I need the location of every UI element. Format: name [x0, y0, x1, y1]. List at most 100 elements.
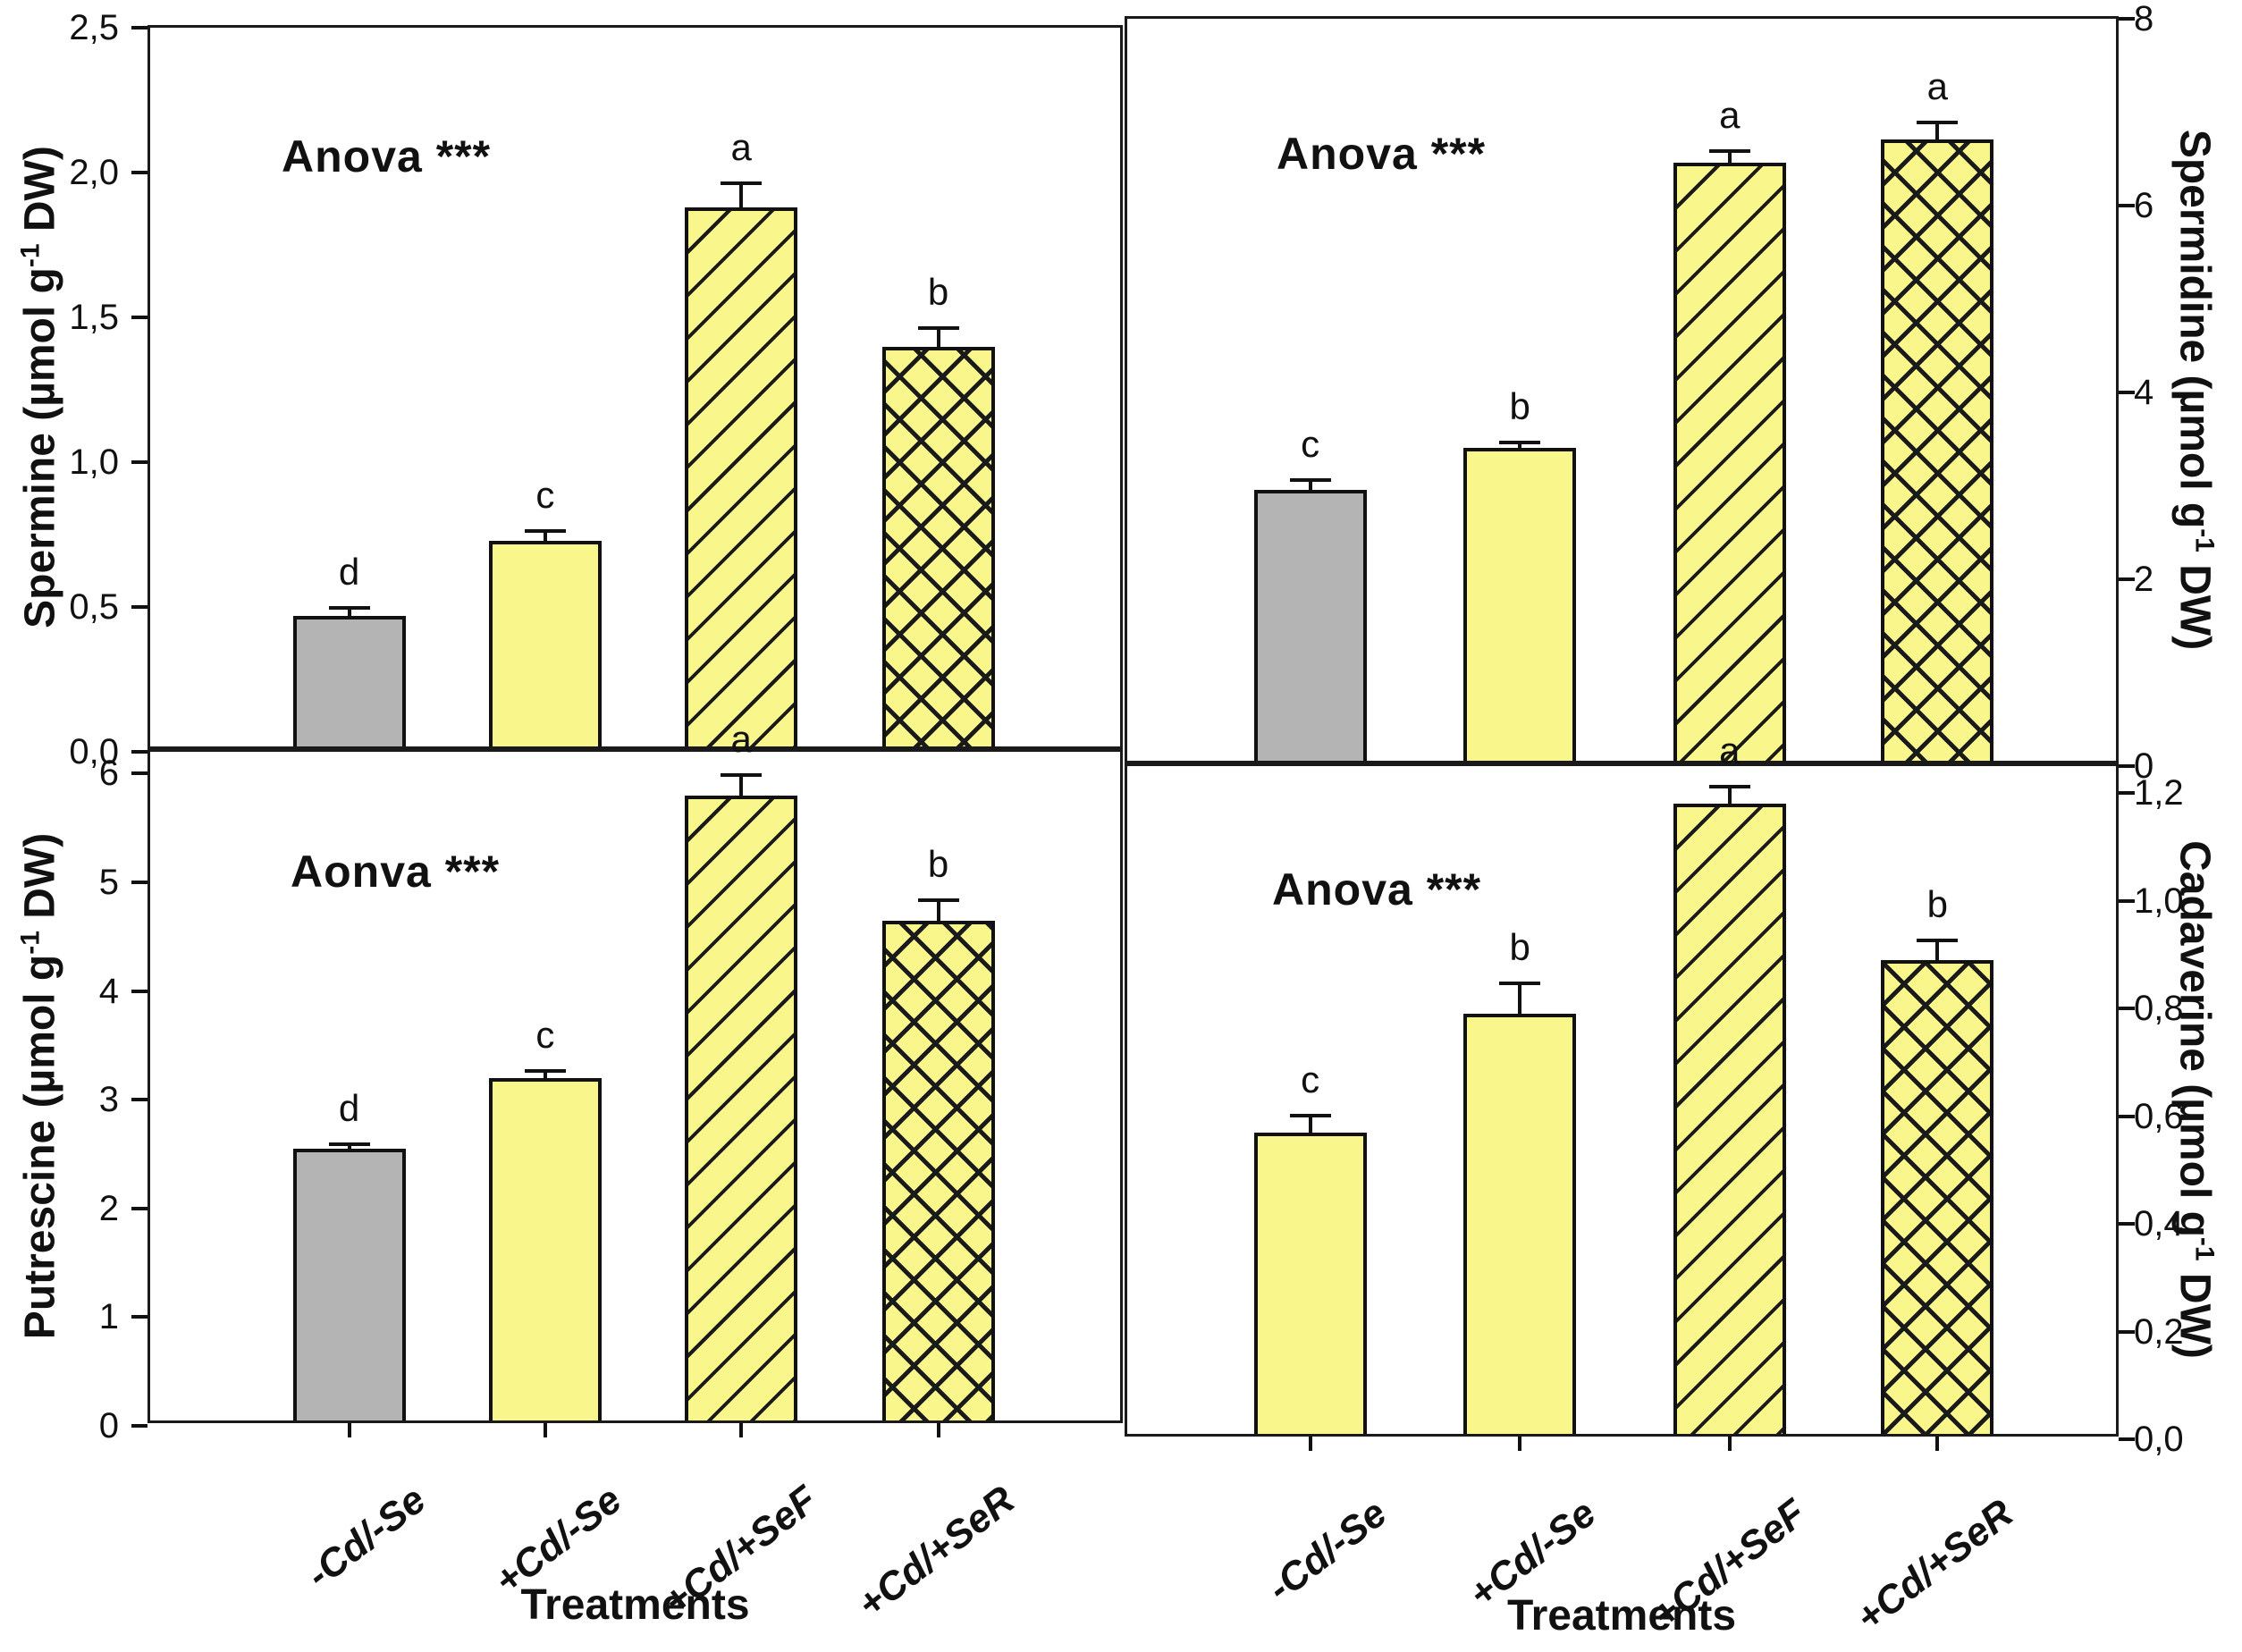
- error-bar: [936, 326, 940, 347]
- significance-letter: d: [338, 1086, 360, 1129]
- bar--Cd/-Se: [292, 616, 406, 746]
- significance-letter: a: [1719, 93, 1740, 136]
- error-bar: [1308, 478, 1312, 490]
- error-bar: [739, 181, 744, 208]
- y-tick: [2119, 204, 2135, 207]
- y-axis-title-superscript: -1: [2189, 528, 2220, 552]
- error-bar-cap: [1289, 478, 1331, 483]
- y-tick-label: 0,8: [2134, 989, 2184, 1029]
- significance-letter: c: [1301, 423, 1320, 466]
- x-tick: [1935, 1437, 1940, 1451]
- significance-letter: a: [1719, 729, 1740, 772]
- y-tick: [2119, 1437, 2135, 1441]
- significance-letter: b: [1509, 925, 1530, 968]
- y-tick-label: 6: [98, 754, 119, 794]
- y-tick: [2119, 791, 2135, 796]
- y-tick: [131, 1098, 148, 1102]
- error-bar: [1727, 148, 1732, 164]
- y-tick-label: 1,0: [2134, 881, 2184, 921]
- y-tick-label: 0,2: [2134, 1311, 2184, 1352]
- error-bar: [1727, 785, 1732, 805]
- error-bar: [936, 898, 940, 921]
- y-tick-label: 1,0: [69, 442, 119, 482]
- y-tick: [2119, 577, 2135, 581]
- error-bar: [543, 1069, 547, 1078]
- y-tick: [2119, 1007, 2135, 1011]
- significance-letter: b: [1509, 384, 1530, 427]
- y-tick-label: 2: [98, 1188, 119, 1228]
- bar-+Cd/+SeR: [1881, 959, 1994, 1434]
- error-bar-cap: [1289, 1113, 1331, 1117]
- y-tick: [131, 1424, 148, 1428]
- y-tick-label: 2,0: [69, 153, 119, 192]
- significance-letter: b: [927, 843, 949, 886]
- anova-annotation-spermine: Anova ***: [282, 131, 492, 181]
- error-bar: [1518, 440, 1522, 448]
- bar-+Cd/-Se: [488, 1077, 602, 1420]
- y-axis-title-superscript: -1: [15, 243, 46, 268]
- y-tick-label: 8: [2134, 0, 2154, 38]
- y-tick: [131, 316, 148, 319]
- plot-area-putrescine: 0 1 2 3 4 5 6 d -Cd/-Se c +Cd/-Se a +Cd/+SeF b +Cd/+Se…: [99, 718, 1123, 1627]
- y-tick: [2119, 1114, 2135, 1118]
- x-tick: [739, 1423, 744, 1437]
- y-tick-label: 2,5: [69, 8, 119, 47]
- error-bar-cap: [328, 605, 370, 610]
- error-bar-cap: [917, 326, 959, 331]
- bar--Cd/-Se: [292, 1148, 406, 1420]
- bar--Cd/-Se: [1253, 489, 1367, 761]
- significance-letter: b: [927, 271, 949, 314]
- error-bar-cap: [1708, 785, 1750, 789]
- y-tick: [2119, 17, 2135, 21]
- error-bar-cap: [1499, 440, 1541, 444]
- significance-letter: a: [1926, 65, 1948, 108]
- plot-area-spermidine: 0 2 4 6 8 c b a a: [1125, 0, 2154, 786]
- error-bar-cap: [721, 773, 763, 778]
- panel-cadaverine: 0,0 0,2 0,4 0,6 0,8 1,0 1,2 c -Cd/-Se b +Cd/-Se a +C…: [1125, 729, 2220, 1640]
- error-bar: [1935, 121, 1940, 140]
- x-axis-title-left: Treatments: [520, 1581, 750, 1629]
- y-tick-label: 4: [98, 971, 119, 1011]
- error-bar: [347, 605, 351, 617]
- anova-annotation-spermidine: Anova ***: [1277, 129, 1487, 179]
- y-tick-label: 0,0: [2134, 1420, 2184, 1459]
- bar-+Cd/+SeF: [685, 795, 798, 1420]
- error-bar: [739, 773, 744, 796]
- panel-spermine: 0,0 0,5 1,0 1,5 2,0 2,5 d c a b Anova *** Spermin…: [16, 8, 1123, 771]
- y-tick-label: 5: [98, 862, 119, 902]
- bar-+Cd/+SeR: [881, 346, 995, 746]
- error-bar-cap: [1917, 938, 1959, 942]
- bar-+Cd/+SeF: [1673, 163, 1786, 761]
- y-axis-title-cadaverine: Cadaverine (µmol g-1 DW): [2170, 840, 2220, 1359]
- x-tick: [543, 1423, 547, 1437]
- significance-letter: d: [338, 550, 360, 593]
- bar-+Cd/+SeR: [1881, 139, 1994, 761]
- y-axis-title-spermine: Spermine (µmol g-1 DW): [16, 146, 65, 628]
- y-tick: [131, 605, 148, 609]
- y-tick: [2119, 1222, 2135, 1226]
- bar-+Cd/-Se: [1463, 447, 1577, 761]
- error-bar: [1935, 938, 1940, 960]
- y-tick: [2119, 898, 2135, 903]
- significance-letter: b: [1926, 882, 1948, 925]
- bar-+Cd/+SeF: [1673, 804, 1786, 1434]
- error-bar-cap: [917, 898, 959, 903]
- bar-+Cd/-Se: [488, 540, 602, 746]
- x-axis-title-right: Treatments: [1506, 1592, 1737, 1639]
- significance-letter: c: [535, 1014, 555, 1057]
- y-tick: [131, 989, 148, 993]
- y-tick-label: 2: [2134, 560, 2154, 599]
- bar-+Cd/+SeR: [881, 920, 995, 1420]
- y-tick-label: 0,4: [2134, 1204, 2184, 1244]
- x-tick: [1727, 1437, 1732, 1451]
- significance-letter: a: [730, 718, 752, 761]
- y-tick-label: 0: [98, 1406, 119, 1446]
- significance-letter: c: [535, 474, 555, 516]
- plot-area-cadaverine: 0,0 0,2 0,4 0,6 0,8 1,0 1,2 c -Cd/-Se b +Cd/-Se a +C…: [1125, 729, 2184, 1640]
- y-axis-title-putrescine: Putrescine (µmol g-1 DW): [16, 833, 65, 1339]
- y-tick-label: 0,6: [2134, 1096, 2184, 1136]
- y-tick: [131, 771, 148, 776]
- panel-spermidine: 0 2 4 6 8 c b a a Anova *** Spermidine (µmol g-1…: [1125, 0, 2220, 786]
- anova-annotation-putrescine: Aonva ***: [291, 847, 501, 897]
- y-axis-title-superscript: -1: [15, 931, 46, 955]
